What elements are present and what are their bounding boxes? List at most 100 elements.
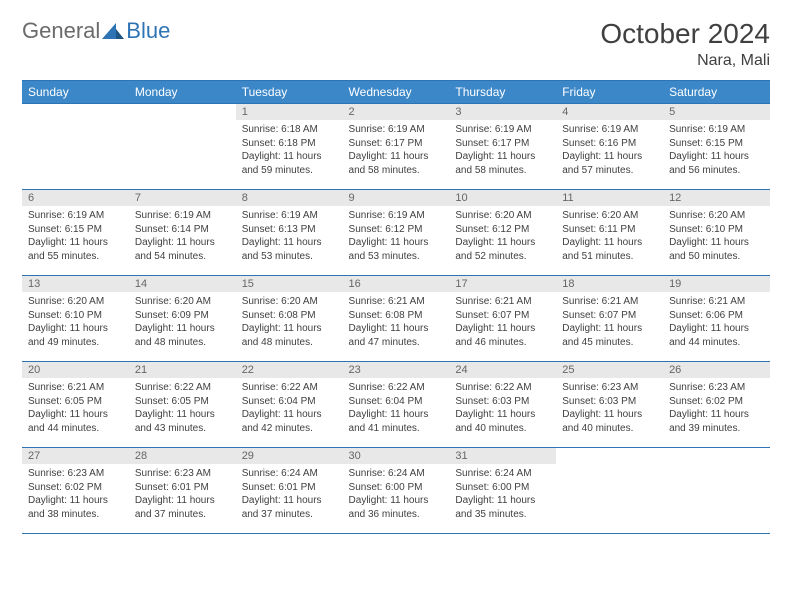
day-number: 13 xyxy=(22,276,129,292)
sunset-text: Sunset: 6:15 PM xyxy=(28,223,123,237)
day-content: Sunrise: 6:20 AMSunset: 6:08 PMDaylight:… xyxy=(236,292,343,352)
weekday-header: Wednesday xyxy=(343,81,450,104)
day-content: Sunrise: 6:22 AMSunset: 6:03 PMDaylight:… xyxy=(449,378,556,438)
sunset-text: Sunset: 6:09 PM xyxy=(135,309,230,323)
day-number: 12 xyxy=(663,190,770,206)
title-block: October 2024 Nara, Mali xyxy=(600,18,770,70)
sunrise-text: Sunrise: 6:19 AM xyxy=(349,123,444,137)
sunset-text: Sunset: 6:01 PM xyxy=(242,481,337,495)
day-content: Sunrise: 6:18 AMSunset: 6:18 PMDaylight:… xyxy=(236,120,343,180)
calendar-day-cell: 7Sunrise: 6:19 AMSunset: 6:14 PMDaylight… xyxy=(129,190,236,276)
calendar-day-cell: 11Sunrise: 6:20 AMSunset: 6:11 PMDayligh… xyxy=(556,190,663,276)
calendar-week-row: 1Sunrise: 6:18 AMSunset: 6:18 PMDaylight… xyxy=(22,104,770,190)
day-number: 2 xyxy=(343,104,450,120)
daylight-text: Daylight: 11 hours and 36 minutes. xyxy=(349,494,444,521)
calendar-day-cell: 26Sunrise: 6:23 AMSunset: 6:02 PMDayligh… xyxy=(663,362,770,448)
day-number: 5 xyxy=(663,104,770,120)
daylight-text: Daylight: 11 hours and 38 minutes. xyxy=(28,494,123,521)
daylight-text: Daylight: 11 hours and 44 minutes. xyxy=(669,322,764,349)
day-content: Sunrise: 6:21 AMSunset: 6:07 PMDaylight:… xyxy=(556,292,663,352)
day-content: Sunrise: 6:19 AMSunset: 6:14 PMDaylight:… xyxy=(129,206,236,266)
day-number: 4 xyxy=(556,104,663,120)
sunrise-text: Sunrise: 6:24 AM xyxy=(242,467,337,481)
day-number: 31 xyxy=(449,448,556,464)
calendar-day-cell: 30Sunrise: 6:24 AMSunset: 6:00 PMDayligh… xyxy=(343,448,450,534)
sunrise-text: Sunrise: 6:20 AM xyxy=(242,295,337,309)
sunrise-text: Sunrise: 6:21 AM xyxy=(669,295,764,309)
calendar-day-cell: 4Sunrise: 6:19 AMSunset: 6:16 PMDaylight… xyxy=(556,104,663,190)
weekday-header: Tuesday xyxy=(236,81,343,104)
day-number: 8 xyxy=(236,190,343,206)
sunrise-text: Sunrise: 6:23 AM xyxy=(28,467,123,481)
calendar-day-cell: 18Sunrise: 6:21 AMSunset: 6:07 PMDayligh… xyxy=(556,276,663,362)
sunrise-text: Sunrise: 6:23 AM xyxy=(562,381,657,395)
sunset-text: Sunset: 6:03 PM xyxy=(562,395,657,409)
sunrise-text: Sunrise: 6:21 AM xyxy=(349,295,444,309)
header: General Blue October 2024 Nara, Mali xyxy=(22,18,770,70)
sunrise-text: Sunrise: 6:23 AM xyxy=(135,467,230,481)
calendar-day-cell: 23Sunrise: 6:22 AMSunset: 6:04 PMDayligh… xyxy=(343,362,450,448)
sunset-text: Sunset: 6:05 PM xyxy=(28,395,123,409)
sunrise-text: Sunrise: 6:24 AM xyxy=(349,467,444,481)
sunset-text: Sunset: 6:15 PM xyxy=(669,137,764,151)
calendar-day-cell: 16Sunrise: 6:21 AMSunset: 6:08 PMDayligh… xyxy=(343,276,450,362)
day-content: Sunrise: 6:20 AMSunset: 6:10 PMDaylight:… xyxy=(22,292,129,352)
daylight-text: Daylight: 11 hours and 58 minutes. xyxy=(349,150,444,177)
daylight-text: Daylight: 11 hours and 50 minutes. xyxy=(669,236,764,263)
daylight-text: Daylight: 11 hours and 56 minutes. xyxy=(669,150,764,177)
sunrise-text: Sunrise: 6:21 AM xyxy=(28,381,123,395)
sunset-text: Sunset: 6:08 PM xyxy=(349,309,444,323)
sunrise-text: Sunrise: 6:22 AM xyxy=(455,381,550,395)
day-number: 17 xyxy=(449,276,556,292)
day-number: 3 xyxy=(449,104,556,120)
sunset-text: Sunset: 6:08 PM xyxy=(242,309,337,323)
weekday-header: Sunday xyxy=(22,81,129,104)
day-content: Sunrise: 6:20 AMSunset: 6:11 PMDaylight:… xyxy=(556,206,663,266)
month-title: October 2024 xyxy=(600,18,770,50)
calendar-day-cell: 6Sunrise: 6:19 AMSunset: 6:15 PMDaylight… xyxy=(22,190,129,276)
weekday-header-row: Sunday Monday Tuesday Wednesday Thursday… xyxy=(22,81,770,104)
day-number: 30 xyxy=(343,448,450,464)
daylight-text: Daylight: 11 hours and 49 minutes. xyxy=(28,322,123,349)
calendar-day-cell: 17Sunrise: 6:21 AMSunset: 6:07 PMDayligh… xyxy=(449,276,556,362)
daylight-text: Daylight: 11 hours and 51 minutes. xyxy=(562,236,657,263)
day-number: 26 xyxy=(663,362,770,378)
daylight-text: Daylight: 11 hours and 35 minutes. xyxy=(455,494,550,521)
calendar-day-cell xyxy=(22,104,129,190)
daylight-text: Daylight: 11 hours and 40 minutes. xyxy=(562,408,657,435)
sunrise-text: Sunrise: 6:19 AM xyxy=(242,209,337,223)
sunset-text: Sunset: 6:02 PM xyxy=(669,395,764,409)
day-content: Sunrise: 6:23 AMSunset: 6:03 PMDaylight:… xyxy=(556,378,663,438)
daylight-text: Daylight: 11 hours and 40 minutes. xyxy=(455,408,550,435)
calendar-day-cell: 5Sunrise: 6:19 AMSunset: 6:15 PMDaylight… xyxy=(663,104,770,190)
calendar-day-cell: 12Sunrise: 6:20 AMSunset: 6:10 PMDayligh… xyxy=(663,190,770,276)
sunset-text: Sunset: 6:07 PM xyxy=(455,309,550,323)
sunrise-text: Sunrise: 6:20 AM xyxy=(562,209,657,223)
weekday-header: Friday xyxy=(556,81,663,104)
calendar-week-row: 20Sunrise: 6:21 AMSunset: 6:05 PMDayligh… xyxy=(22,362,770,448)
day-content: Sunrise: 6:19 AMSunset: 6:17 PMDaylight:… xyxy=(449,120,556,180)
sunset-text: Sunset: 6:00 PM xyxy=(455,481,550,495)
calendar-week-row: 6Sunrise: 6:19 AMSunset: 6:15 PMDaylight… xyxy=(22,190,770,276)
day-number: 14 xyxy=(129,276,236,292)
day-number: 10 xyxy=(449,190,556,206)
day-content: Sunrise: 6:19 AMSunset: 6:15 PMDaylight:… xyxy=(663,120,770,180)
weekday-header: Saturday xyxy=(663,81,770,104)
sunrise-text: Sunrise: 6:20 AM xyxy=(455,209,550,223)
sunset-text: Sunset: 6:04 PM xyxy=(242,395,337,409)
calendar-day-cell: 3Sunrise: 6:19 AMSunset: 6:17 PMDaylight… xyxy=(449,104,556,190)
daylight-text: Daylight: 11 hours and 55 minutes. xyxy=(28,236,123,263)
daylight-text: Daylight: 11 hours and 59 minutes. xyxy=(242,150,337,177)
calendar-week-row: 13Sunrise: 6:20 AMSunset: 6:10 PMDayligh… xyxy=(22,276,770,362)
calendar-day-cell: 19Sunrise: 6:21 AMSunset: 6:06 PMDayligh… xyxy=(663,276,770,362)
sunset-text: Sunset: 6:12 PM xyxy=(349,223,444,237)
calendar-day-cell xyxy=(556,448,663,534)
sunset-text: Sunset: 6:04 PM xyxy=(349,395,444,409)
daylight-text: Daylight: 11 hours and 42 minutes. xyxy=(242,408,337,435)
daylight-text: Daylight: 11 hours and 58 minutes. xyxy=(455,150,550,177)
calendar-day-cell: 14Sunrise: 6:20 AMSunset: 6:09 PMDayligh… xyxy=(129,276,236,362)
calendar-day-cell: 20Sunrise: 6:21 AMSunset: 6:05 PMDayligh… xyxy=(22,362,129,448)
sunrise-text: Sunrise: 6:22 AM xyxy=(349,381,444,395)
day-content: Sunrise: 6:19 AMSunset: 6:17 PMDaylight:… xyxy=(343,120,450,180)
calendar-day-cell: 21Sunrise: 6:22 AMSunset: 6:05 PMDayligh… xyxy=(129,362,236,448)
